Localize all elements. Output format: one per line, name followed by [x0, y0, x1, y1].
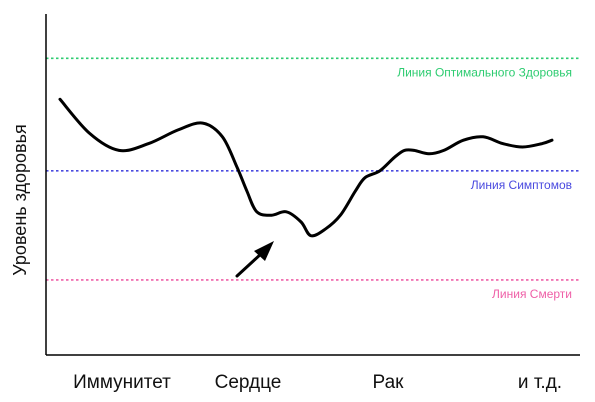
x-tick-label: и т.д.: [518, 372, 562, 393]
health-curve-line: [58, 97, 554, 238]
annotation-arrow: [235, 241, 274, 278]
reference-line-label: Линия Симптомов: [471, 178, 572, 192]
x-tick-label: Рак: [373, 372, 405, 393]
x-tick-label: Иммунитет: [73, 372, 171, 393]
y-axis-label: Уровень здоровья: [10, 124, 30, 275]
reference-line-label: Линия Смерти: [492, 287, 572, 301]
reference-line-label: Линия Оптимального Здоровья: [397, 65, 572, 79]
x-tick-label: Сердце: [215, 372, 282, 393]
